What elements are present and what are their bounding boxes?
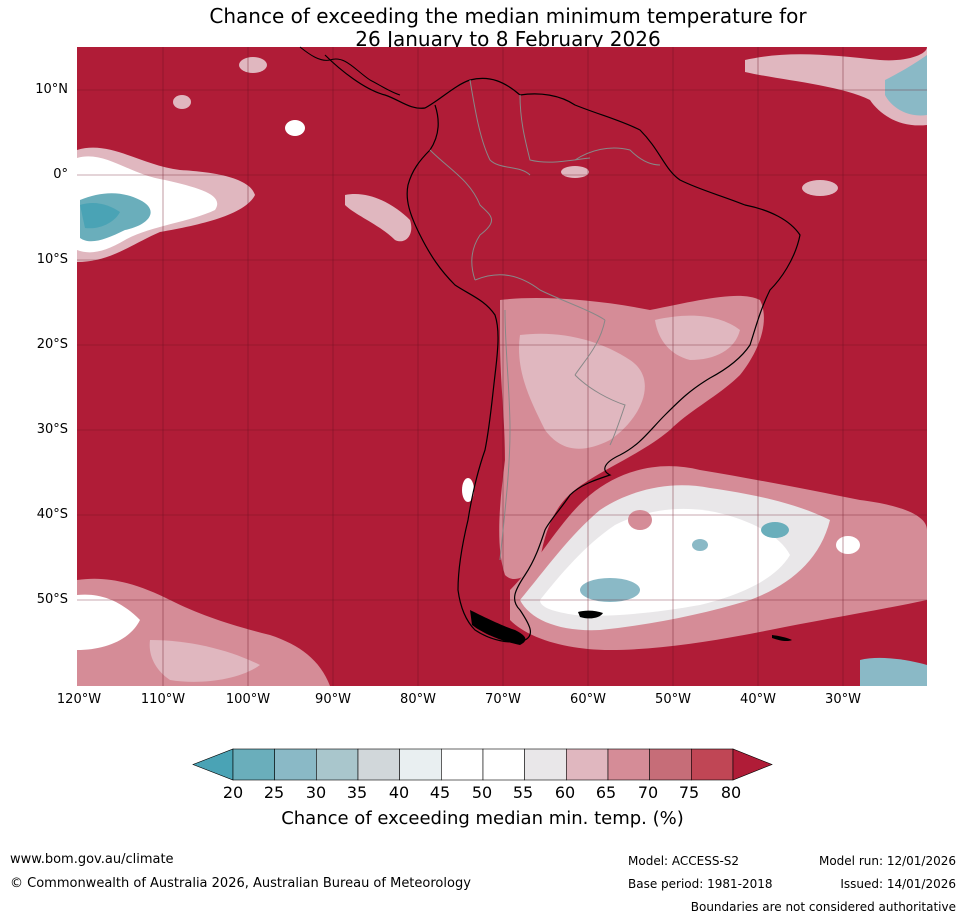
colorbar-tick: 35	[346, 783, 368, 802]
colorbar-arrow-low	[192, 748, 234, 781]
lon-label-30w: 30°W	[825, 692, 861, 707]
colorbar-arrow-high	[732, 748, 773, 781]
colorbar-segment	[524, 748, 567, 781]
colorbar-tick: 60	[554, 783, 576, 802]
lat-label-30s: 30°S	[36, 422, 68, 437]
south-pacific-patch	[77, 578, 330, 686]
lon-label-90w: 90°W	[315, 692, 351, 707]
disclaimer: Boundaries are not considered authoritat…	[690, 900, 956, 914]
north-atlantic-patch	[745, 47, 927, 126]
colorbar-tick: 65	[595, 783, 617, 802]
country-boundaries	[429, 79, 661, 561]
lon-label-100w: 100°W	[225, 692, 271, 707]
colorbar-segment	[566, 748, 609, 781]
graticule	[77, 47, 927, 686]
colorbar-segment	[399, 748, 442, 781]
tierra-del-fuego	[470, 610, 526, 645]
colorbar-segment	[691, 748, 734, 781]
website-link[interactable]: www.bom.gov.au/climate	[10, 852, 174, 867]
lon-label-80w: 80°W	[400, 692, 436, 707]
lon-label-120w: 120°W	[56, 692, 102, 707]
lat-label-10n: 10°N	[35, 82, 68, 97]
lat-label-0: 0°	[53, 167, 68, 182]
lon-label-50w: 50°W	[655, 692, 691, 707]
colorbar-segment	[649, 748, 692, 781]
colorbar-tick: 55	[512, 783, 534, 802]
title-line-1: Chance of exceeding the median minimum t…	[209, 4, 807, 28]
lon-label-40w: 40°W	[740, 692, 776, 707]
model-run: Model run: 12/01/2026	[818, 854, 956, 868]
lat-label-40s: 40°S	[36, 507, 68, 522]
title-line-2: 26 January to 8 February 2026	[355, 27, 661, 51]
lat-label-20s: 20°S	[36, 337, 68, 352]
colorbar-segment	[607, 748, 650, 781]
south-america-coastline	[324, 54, 801, 643]
colorbar-segment	[482, 748, 525, 781]
colorbar	[192, 748, 773, 781]
colorbar-segment	[274, 748, 317, 781]
colorbar-title: Chance of exceeding median min. temp. (%…	[281, 808, 684, 829]
colorbar-segment	[316, 748, 359, 781]
copyright: © Commonwealth of Australia 2026, Austra…	[10, 876, 471, 891]
lon-label-70w: 70°W	[485, 692, 521, 707]
lat-label-50s: 50°S	[36, 592, 68, 607]
colorbar-tick: 80	[720, 783, 742, 802]
colorbar-tick: 30	[305, 783, 327, 802]
model-name: Model: ACCESS-S2	[628, 854, 740, 868]
colorbar-tick: 70	[637, 783, 659, 802]
base-period: Base period: 1981-2018	[628, 877, 773, 891]
south-georgia	[772, 635, 792, 642]
central-america-coastline	[299, 46, 401, 96]
colorbar-tick: 25	[263, 783, 285, 802]
colorbar-tick: 45	[429, 783, 451, 802]
lat-label-10s: 10°S	[36, 252, 68, 267]
lon-label-60w: 60°W	[570, 692, 606, 707]
colorbar-tick: 40	[388, 783, 410, 802]
colorbar-segment	[357, 748, 400, 781]
issued-date: Issued: 14/01/2026	[840, 877, 956, 891]
colorbar-tick: 50	[471, 783, 493, 802]
falkland-islands	[578, 610, 603, 619]
lon-label-110w: 110°W	[140, 692, 186, 707]
colorbar-segment	[441, 748, 484, 781]
colorbar-tick: 75	[678, 783, 700, 802]
colorbar-segment	[232, 748, 275, 781]
colorbar-tick: 20	[222, 783, 244, 802]
